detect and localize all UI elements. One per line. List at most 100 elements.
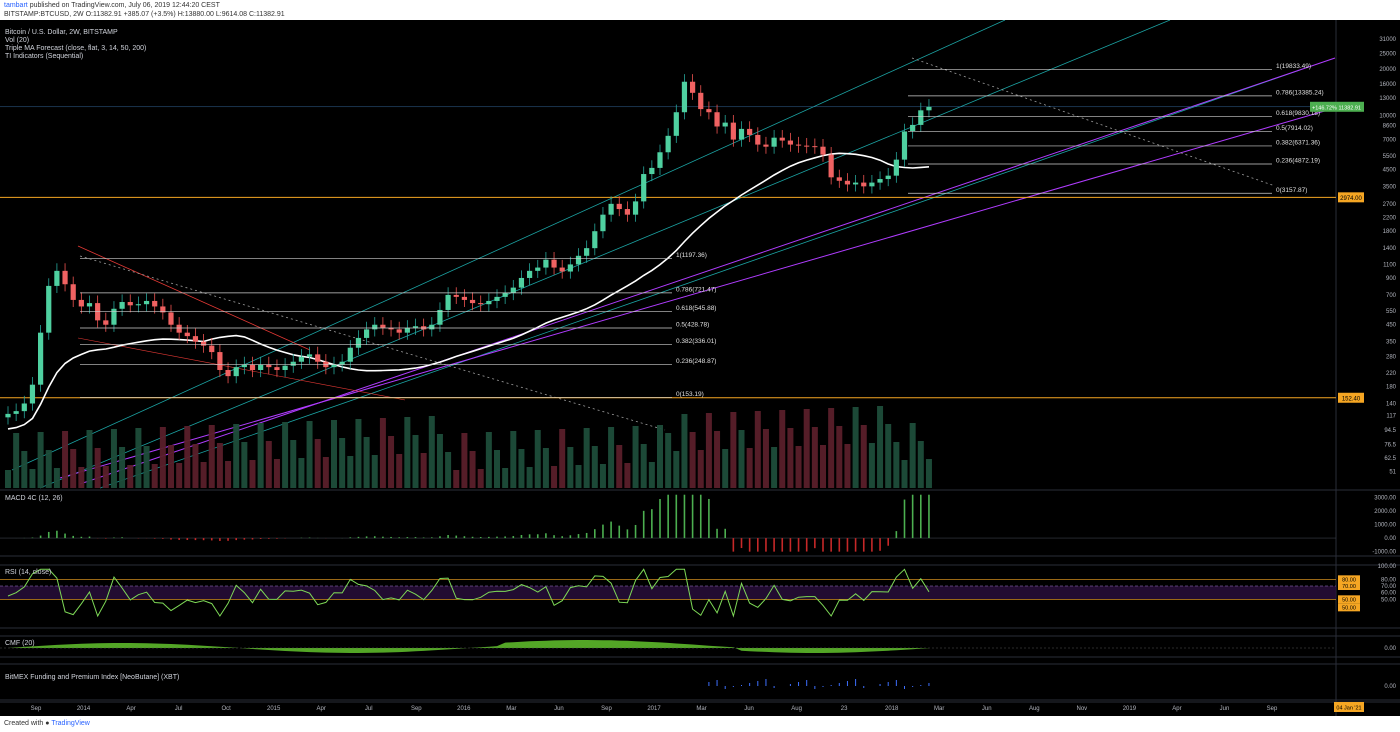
candle-body[interactable] (347, 347, 353, 362)
candle-body[interactable] (152, 300, 158, 307)
candle-body[interactable] (747, 128, 753, 135)
candle-body[interactable] (258, 364, 264, 370)
tradingview-link[interactable]: TradingView (51, 720, 90, 727)
candle-body[interactable] (298, 356, 304, 362)
candle-body[interactable] (828, 154, 834, 178)
candle-body[interactable] (103, 320, 109, 325)
candle-body[interactable] (469, 299, 476, 304)
candle-body[interactable] (249, 364, 256, 370)
candle-body[interactable] (853, 182, 859, 185)
time-axis[interactable]: Sep 2014 Apr Jul Oct 2015 Apr Jul Sep 2016 Mar Jun S… (31, 706, 1278, 712)
candle-body[interactable] (755, 134, 761, 145)
candle-body[interactable] (559, 267, 565, 272)
candle-body[interactable] (926, 106, 932, 111)
candle-body[interactable] (86, 303, 93, 307)
candle-body[interactable] (543, 259, 549, 268)
candle-body[interactable] (274, 367, 280, 370)
candle-body[interactable] (266, 364, 272, 368)
candle-body[interactable] (478, 303, 484, 305)
candle-body[interactable] (13, 411, 19, 414)
candle-body[interactable] (624, 209, 630, 215)
candle-body[interactable] (641, 174, 647, 202)
candle-body[interactable] (649, 167, 655, 175)
price-axis[interactable]: 31000 25000 20000 16000 13000 10000 8600 7000 55… (1310, 37, 1397, 476)
candle-body[interactable] (38, 332, 44, 385)
candle-body[interactable] (111, 308, 117, 325)
candle-body[interactable] (608, 203, 614, 215)
candle-body[interactable] (779, 137, 785, 141)
candle-body[interactable] (795, 144, 802, 146)
author-link[interactable]: tambart (4, 2, 28, 9)
candle-body[interactable] (282, 365, 288, 370)
candle-body[interactable] (135, 304, 141, 306)
candle-body[interactable] (804, 145, 810, 147)
candle-body[interactable] (486, 300, 492, 305)
candle-body[interactable] (331, 364, 337, 368)
candle-body[interactable] (461, 296, 467, 300)
candle-body[interactable] (46, 285, 52, 333)
candle-body[interactable] (184, 332, 190, 337)
candle-body[interactable] (494, 296, 500, 301)
candle-body[interactable] (355, 337, 362, 348)
candle-body[interactable] (5, 413, 11, 418)
candle-body[interactable] (160, 306, 166, 313)
candle-body[interactable] (119, 302, 125, 309)
candle-body[interactable] (681, 81, 688, 113)
candle-body[interactable] (861, 182, 867, 187)
candle-body[interactable] (176, 324, 182, 333)
candle-body[interactable] (453, 294, 459, 297)
candle-body[interactable] (192, 336, 199, 342)
candle-body[interactable] (567, 264, 573, 272)
candle-body[interactable] (575, 255, 582, 265)
candle-body[interactable] (616, 203, 622, 210)
candle-body[interactable] (510, 287, 516, 294)
candle-body[interactable] (437, 309, 443, 325)
candle-body[interactable] (201, 341, 207, 346)
candle-body[interactable] (584, 248, 590, 256)
candle-body[interactable] (396, 329, 402, 333)
candle-body[interactable] (551, 259, 557, 268)
candle-body[interactable] (787, 140, 793, 145)
candle-body[interactable] (706, 109, 712, 113)
chart-area[interactable]: 1(1197.36) 0.786(721.47) 0.618(545.88) 0.5(… (0, 19, 1400, 716)
candle-body[interactable] (168, 312, 174, 325)
candle-body[interactable] (869, 182, 875, 187)
candle-body[interactable] (877, 179, 883, 183)
candles-layer[interactable] (5, 74, 932, 425)
candle-body[interactable] (78, 299, 84, 307)
candle-body[interactable] (127, 302, 133, 306)
candle-body[interactable] (372, 324, 378, 330)
candle-body[interactable] (445, 294, 451, 310)
candle-body[interactable] (380, 324, 386, 328)
chart-svg[interactable]: 1(1197.36) 0.786(721.47) 0.618(545.88) 0.5(… (0, 19, 1400, 716)
candle-body[interactable] (502, 293, 508, 297)
candle-body[interactable] (836, 177, 842, 181)
candle-body[interactable] (600, 214, 606, 232)
candle-body[interactable] (657, 152, 663, 168)
candle-body[interactable] (820, 146, 826, 155)
candle-body[interactable] (592, 231, 598, 249)
candle-body[interactable] (70, 284, 76, 300)
candle-body[interactable] (143, 300, 150, 305)
candle-body[interactable] (632, 201, 639, 215)
candle-body[interactable] (535, 267, 541, 271)
candle-body[interactable] (290, 361, 296, 366)
candle-body[interactable] (665, 135, 671, 153)
candle-body[interactable] (722, 122, 728, 127)
candle-body[interactable] (518, 277, 525, 288)
candle-body[interactable] (730, 122, 736, 140)
candle-body[interactable] (217, 352, 223, 370)
candle-body[interactable] (54, 270, 60, 286)
candle-body[interactable] (698, 92, 704, 110)
candle-body[interactable] (29, 384, 36, 404)
candle-body[interactable] (209, 345, 215, 353)
candle-body[interactable] (21, 403, 27, 412)
candle-body[interactable] (315, 354, 321, 362)
candle-body[interactable] (388, 327, 394, 330)
candle-body[interactable] (901, 131, 908, 160)
candle-body[interactable] (885, 175, 891, 180)
candle-body[interactable] (738, 128, 745, 140)
candle-body[interactable] (812, 146, 818, 148)
candle-body[interactable] (233, 367, 239, 377)
candle-body[interactable] (364, 329, 370, 338)
